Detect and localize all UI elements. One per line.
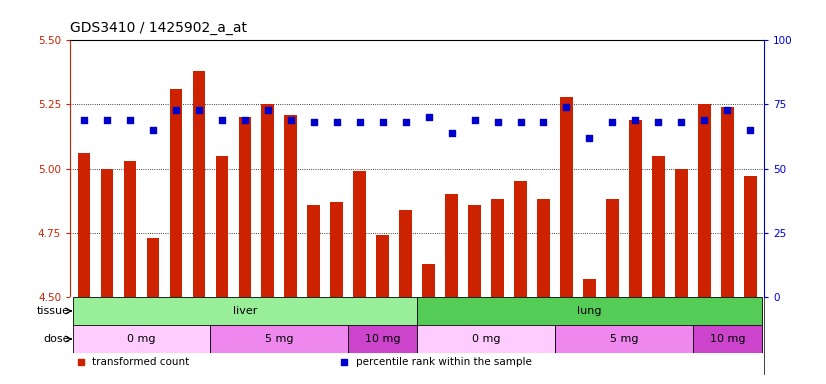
Point <box>192 106 206 113</box>
Bar <box>744 176 757 297</box>
Text: 0 mg: 0 mg <box>127 334 155 344</box>
Bar <box>211 325 349 353</box>
Point <box>583 135 596 141</box>
Text: percentile rank within the sample: percentile rank within the sample <box>356 358 532 367</box>
Bar <box>146 238 159 297</box>
Point <box>376 119 389 126</box>
Text: 5 mg: 5 mg <box>610 334 638 344</box>
Bar <box>721 107 733 297</box>
Point <box>629 117 642 123</box>
Point <box>330 119 344 126</box>
Point <box>698 117 711 123</box>
Bar <box>560 97 572 297</box>
Point <box>560 104 573 110</box>
Bar <box>354 171 366 297</box>
Point <box>284 117 297 123</box>
Bar <box>101 169 113 297</box>
Text: 10 mg: 10 mg <box>365 334 401 344</box>
Bar <box>445 194 458 297</box>
Point <box>491 119 504 126</box>
Bar <box>78 153 90 297</box>
Point <box>652 119 665 126</box>
Bar <box>606 199 619 297</box>
Text: dose: dose <box>43 334 69 344</box>
Point <box>353 119 366 126</box>
Text: liver: liver <box>233 306 257 316</box>
Bar <box>262 104 274 297</box>
Bar <box>417 297 762 325</box>
Text: 10 mg: 10 mg <box>710 334 745 344</box>
Point <box>238 117 251 123</box>
Point <box>307 119 320 126</box>
Point <box>123 117 136 123</box>
Point <box>422 114 435 121</box>
Point <box>605 119 619 126</box>
Point <box>101 117 114 123</box>
Bar <box>555 325 693 353</box>
Bar <box>422 264 435 297</box>
Bar <box>73 297 417 325</box>
Point <box>78 117 91 123</box>
Bar <box>515 182 527 297</box>
Bar <box>399 210 412 297</box>
Text: lung: lung <box>577 306 601 316</box>
Bar <box>468 205 481 297</box>
Point <box>338 359 351 366</box>
Bar <box>169 89 183 297</box>
Bar <box>284 115 297 297</box>
Bar <box>698 104 710 297</box>
Point <box>720 106 733 113</box>
Bar <box>330 202 343 297</box>
Point <box>743 127 757 133</box>
Bar <box>216 156 228 297</box>
Point <box>514 119 527 126</box>
Point <box>675 119 688 126</box>
Text: GDS3410 / 1425902_a_at: GDS3410 / 1425902_a_at <box>70 21 247 35</box>
Bar <box>307 205 320 297</box>
Point <box>216 117 229 123</box>
Bar <box>124 161 136 297</box>
Point <box>169 106 183 113</box>
Text: 5 mg: 5 mg <box>265 334 293 344</box>
Bar <box>239 118 251 297</box>
Text: 0 mg: 0 mg <box>472 334 501 344</box>
Bar <box>652 156 665 297</box>
Text: transformed count: transformed count <box>93 358 190 367</box>
Bar <box>73 325 211 353</box>
Bar <box>377 235 389 297</box>
Point <box>399 119 412 126</box>
Bar <box>192 71 205 297</box>
Point <box>468 117 482 123</box>
Point <box>537 119 550 126</box>
Bar <box>629 120 642 297</box>
Bar <box>537 199 550 297</box>
Bar <box>491 199 504 297</box>
Point <box>74 359 88 366</box>
Text: tissue: tissue <box>36 306 69 316</box>
Bar <box>349 325 417 353</box>
Bar <box>693 325 762 353</box>
Point <box>146 127 159 133</box>
Bar <box>70 297 764 374</box>
Bar <box>583 279 596 297</box>
Bar <box>675 169 688 297</box>
Point <box>445 130 458 136</box>
Point <box>261 106 274 113</box>
Bar <box>417 325 555 353</box>
